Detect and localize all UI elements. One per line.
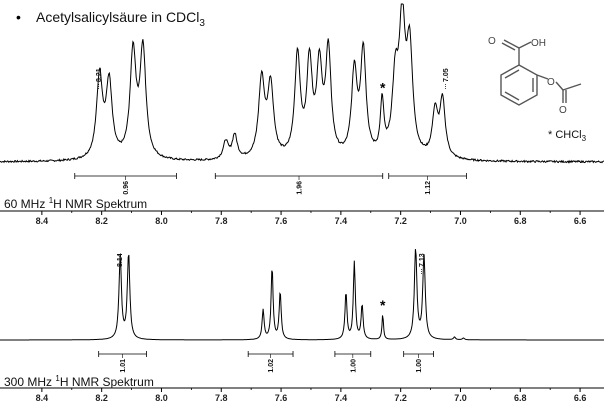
- x-tick-label: 8.2: [95, 393, 108, 403]
- x-tick-label: 7.6: [275, 216, 288, 226]
- spectrum-line: [0, 3, 604, 164]
- solvent-peak-marker: *: [380, 79, 386, 95]
- molecule-o-top-label: O: [488, 36, 496, 47]
- carboxyl-co-double: [501, 42, 516, 51]
- x-tick-label: 7.6: [275, 393, 288, 403]
- spectrum-title-part: H NMR Spektrum: [60, 375, 154, 389]
- molecule-carbonyl-o-label: O: [559, 105, 567, 116]
- solvent-peak-marker: *: [380, 297, 386, 313]
- peak-label: 8.21: [96, 68, 103, 82]
- x-tick-label: 6.8: [514, 393, 527, 403]
- spectrum-line: [0, 249, 604, 341]
- spectrum-title-part: 300 MHz: [4, 375, 55, 389]
- molecule-oh-label: OH: [531, 38, 546, 49]
- x-tick-label: 8.4: [36, 216, 49, 226]
- x-tick-label: 8.2: [95, 216, 108, 226]
- integral-value: 1.00: [350, 359, 357, 373]
- peak-label: 8.14: [117, 253, 124, 267]
- aspirin-structure: [500, 39, 582, 106]
- x-tick-label: 8.4: [36, 393, 49, 403]
- ring-double-bond-1: [504, 69, 520, 79]
- peak-label: 7.13: [419, 253, 426, 267]
- x-tick-label: 7.0: [454, 216, 467, 226]
- carboxyl-co-bond: [503, 39, 520, 49]
- integral-value: 1.02: [268, 359, 275, 373]
- ester-o-bond: [536, 74, 549, 80]
- x-tick-label: 7.4: [335, 393, 348, 403]
- integral-value: 1.12: [425, 181, 432, 195]
- ester-c-bond: [555, 81, 564, 91]
- spectrum-title: 60 MHz 1H NMR Spektrum: [4, 196, 147, 211]
- solvent-note-main: * CHCl: [548, 129, 582, 141]
- x-tick-label: 7.0: [454, 393, 467, 403]
- solvent-note-sub: 3: [582, 134, 587, 143]
- x-tick-label: 6.8: [514, 216, 527, 226]
- header-title-sub: 3: [199, 18, 205, 29]
- spectrum-title-part: H NMR Spektrum: [53, 197, 147, 211]
- spectrum-300mhz: 8.4 8.2 8.0 7.8 7.6 7.4 7.2 7.0 6.8 6.6 300 MHz 1H…: [0, 249, 604, 403]
- x-tick-label: 6.6: [574, 393, 587, 403]
- integral-value: 1.01: [120, 359, 127, 373]
- x-tick-label: 7.2: [394, 216, 407, 226]
- x-tick-label: 7.2: [394, 393, 407, 403]
- spectrum-title-sup: 1: [49, 196, 54, 205]
- x-tick-label: 7.4: [335, 216, 348, 226]
- solvent-note: * CHCl3: [548, 129, 587, 143]
- peak-label: 7.05: [443, 68, 450, 82]
- x-tick-label: 7.8: [215, 216, 228, 226]
- header-title-main: Acetylsalicylsäure in CDCl: [36, 9, 199, 25]
- integral-value: 1.96: [297, 181, 304, 195]
- integral-value: 0.96: [123, 181, 130, 195]
- methyl-bond: [562, 83, 582, 91]
- integral-value: 1.00: [416, 359, 423, 373]
- spectrum-title: 300 MHz 1H NMR Spektrum: [4, 374, 154, 389]
- x-tick-label: 8.0: [155, 393, 168, 403]
- header-title: Acetylsalicylsäure in CDCl3: [36, 9, 205, 29]
- x-tick-label: 7.8: [215, 393, 228, 403]
- ring-double-bond-3: [504, 91, 520, 101]
- molecule-ester-o-label: O: [547, 77, 555, 88]
- carboxyl-oh-bond: [518, 41, 532, 49]
- benzene-ring: [500, 64, 538, 106]
- header-bullet: •: [16, 9, 21, 25]
- spectrum-title-sup: 1: [55, 374, 60, 383]
- x-tick-label: 6.6: [574, 216, 587, 226]
- x-tick-label: 8.0: [155, 216, 168, 226]
- spectrum-60mhz: 8.4 8.2 8.0 7.8 7.6 7.4 7.2 7.0 6.8 6.6 60 MHz 1H …: [0, 3, 604, 226]
- spectrum-title-part: 60 MHz: [4, 197, 49, 211]
